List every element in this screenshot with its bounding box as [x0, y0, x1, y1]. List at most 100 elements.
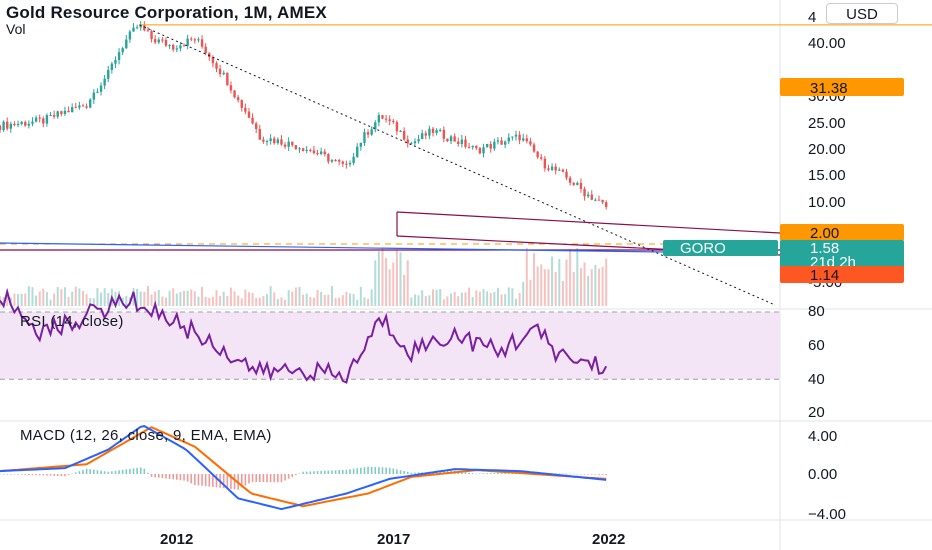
macd-histogram-bar	[31, 474, 34, 476]
macd-histogram-bar	[96, 470, 99, 474]
candle-body	[316, 153, 319, 155]
macd-histogram-bar	[212, 474, 214, 487]
candle-body	[114, 59, 117, 64]
candle-body	[312, 150, 316, 154]
candle-body	[323, 151, 326, 155]
candle-body	[529, 141, 532, 145]
volume-bar	[514, 298, 517, 306]
volume-bar	[554, 271, 557, 306]
macd-histogram-bar	[334, 470, 337, 474]
macd-line	[0, 425, 607, 511]
volume-bar	[273, 292, 276, 306]
volume-bar	[298, 286, 301, 306]
volume-bar	[482, 289, 485, 306]
volume-bar	[193, 291, 196, 306]
macd-label[interactable]: MACD (12, 26, close, 9, EMA, EMA)	[20, 427, 272, 444]
macd-histogram-bar	[562, 473, 564, 475]
candle-body	[211, 57, 215, 64]
macd-histogram-bar	[85, 468, 88, 474]
volume-bar	[258, 297, 261, 306]
macd-histogram-bar	[349, 469, 351, 474]
candle-body	[9, 123, 13, 129]
macd-histogram-bar	[222, 474, 225, 489]
volume-bar	[388, 269, 391, 306]
volume-bar	[229, 287, 232, 306]
volume-label: Vol	[6, 21, 26, 37]
macd-histogram-bar	[385, 467, 387, 474]
candle-body	[70, 107, 74, 113]
candle-body	[352, 156, 355, 164]
macd-histogram-bar	[580, 474, 582, 475]
volume-bar	[500, 294, 503, 306]
candle-body	[550, 166, 554, 170]
volume-bar	[17, 294, 20, 306]
volume-bar	[71, 291, 74, 306]
volume-bar	[107, 293, 110, 306]
candle-body	[330, 159, 334, 162]
candle-body	[377, 115, 381, 123]
volume-bar	[597, 268, 600, 306]
candle-body	[60, 111, 63, 114]
svg-text:1.14: 1.14	[810, 267, 839, 284]
volume-bar	[518, 292, 521, 306]
macd-histogram-bar	[89, 469, 92, 474]
volume-bar	[320, 291, 323, 306]
macd-histogram-bar	[356, 468, 359, 474]
candle-body	[601, 199, 604, 203]
volume-bar	[417, 295, 420, 306]
macd-histogram-bar	[111, 471, 113, 474]
volume-bar	[157, 290, 160, 306]
symbol-title[interactable]: Gold Resource Corporation, 1M, AMEX	[6, 3, 327, 22]
rsi-label[interactable]: RSI (14, close)	[20, 313, 124, 330]
volume-bar	[525, 247, 528, 306]
macd-axis-ticks: 4.00 0.00 −4.00	[808, 428, 846, 523]
macd-histogram-bar	[20, 474, 23, 475]
time-tick: 2017	[377, 531, 410, 548]
macd-histogram-bar	[259, 474, 261, 483]
macd-histogram-bar	[24, 474, 27, 475]
volume-bar	[475, 290, 478, 306]
volume-bar	[13, 293, 16, 306]
macd-histogram-bar	[309, 471, 312, 474]
candle-body	[388, 119, 391, 121]
macd-tick: 4.00	[808, 428, 837, 445]
macd-histogram-bar	[38, 474, 41, 476]
candle-body	[532, 144, 536, 152]
macd-histogram-bar	[13, 474, 16, 475]
macd-histogram-bar	[475, 473, 478, 475]
candle-body	[215, 63, 218, 69]
macd-histogram-bar	[489, 473, 492, 474]
volume-bar	[63, 287, 66, 306]
candle-body	[161, 39, 164, 41]
volume-bar	[356, 299, 359, 306]
macd-histogram-bar	[64, 474, 66, 477]
candle-body	[143, 25, 146, 31]
volume-bar	[305, 293, 308, 306]
volume-bar	[605, 258, 608, 306]
volume-bar	[367, 299, 370, 306]
macd-histogram-bar	[594, 474, 597, 475]
candle-body	[345, 163, 348, 165]
price-tag-lower: 1.14	[780, 266, 904, 284]
candle-body	[132, 27, 135, 32]
candle-body	[78, 105, 81, 108]
candle-body	[63, 110, 67, 114]
macd-histogram-bar	[352, 468, 355, 474]
candle-body	[233, 90, 236, 98]
macd-histogram-bar	[165, 474, 167, 479]
candle-body	[449, 136, 453, 142]
macd-histogram-bar	[313, 471, 315, 474]
macd-histogram-bar	[417, 472, 420, 474]
currency-button[interactable]: USD	[826, 3, 898, 24]
volume-bar	[489, 293, 492, 306]
candle-body	[337, 160, 341, 162]
candle-body	[496, 140, 500, 142]
candle-body	[262, 139, 265, 142]
macd-pane	[0, 425, 607, 511]
candle-body	[460, 139, 464, 145]
macd-histogram-bar	[461, 471, 463, 474]
candle-body	[576, 182, 579, 185]
volume-bar	[136, 288, 139, 306]
volume-bar	[439, 289, 442, 306]
